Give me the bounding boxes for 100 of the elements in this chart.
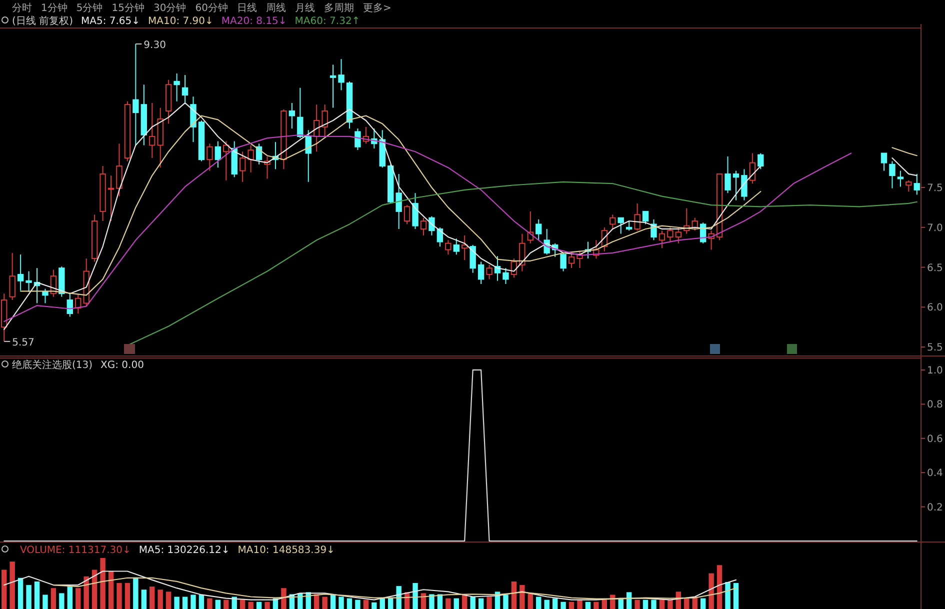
candlestick — [642, 210, 649, 225]
bar — [684, 598, 690, 609]
bar — [76, 588, 81, 609]
bar — [10, 562, 15, 609]
bar — [355, 600, 360, 609]
series-label: MA5: 130226.12↓ — [138, 545, 230, 556]
text: MA5: 7.65↓ — [80, 16, 140, 27]
bar — [182, 596, 188, 609]
bar — [594, 602, 599, 609]
candlestick — [322, 104, 328, 137]
candlestick — [396, 173, 402, 230]
candlestick — [223, 140, 230, 181]
bar — [338, 596, 344, 609]
candlestick — [568, 252, 575, 269]
bar — [668, 600, 673, 609]
text: 周线 — [266, 2, 286, 14]
y-tick-label: 0.2 — [927, 502, 943, 514]
bar — [207, 598, 212, 609]
candlestick — [758, 152, 764, 170]
bar — [511, 581, 517, 609]
bar — [174, 596, 180, 609]
text: 30分钟 — [153, 2, 186, 14]
y-tick-label: 1.0 — [927, 365, 943, 376]
bar — [725, 582, 730, 609]
candlestick — [478, 261, 484, 285]
bar — [34, 581, 40, 609]
bar — [733, 582, 739, 609]
y-tick-label: 0.6 — [927, 434, 943, 445]
candlestick — [536, 218, 542, 241]
candlestick — [248, 144, 254, 173]
bar — [568, 602, 574, 609]
y-tick-label: 7.5 — [927, 183, 943, 194]
candlestick — [42, 288, 48, 304]
text: MA10: 148583.39↓ — [238, 545, 335, 556]
candlestick — [519, 233, 526, 272]
bar — [552, 598, 558, 609]
candlestick — [174, 72, 180, 102]
bar — [478, 598, 484, 609]
candlestick — [880, 152, 888, 172]
candlestick — [667, 226, 674, 242]
text: 月线 — [294, 2, 315, 14]
bar — [124, 582, 130, 609]
text: 15分钟 — [112, 2, 144, 14]
y-tick-label: 5.5 — [927, 342, 943, 354]
candlestick — [486, 264, 492, 280]
candlestick — [190, 96, 196, 143]
bar — [429, 594, 434, 609]
bar — [198, 594, 204, 609]
bar — [503, 594, 508, 609]
text: MA20: 8.15↓ — [221, 16, 287, 27]
candlestick — [297, 87, 304, 139]
candlestick — [897, 170, 904, 188]
y-tick-label: 7.0 — [927, 222, 943, 234]
bar — [420, 593, 426, 609]
candlestick — [206, 143, 213, 172]
bar — [100, 558, 106, 609]
bar — [158, 590, 163, 609]
text: 更多> — [362, 2, 392, 14]
bar — [67, 586, 72, 609]
candlestick — [741, 168, 748, 201]
bar — [215, 600, 221, 609]
bar — [141, 590, 147, 609]
candlestick — [149, 102, 156, 158]
candlestick — [618, 217, 624, 234]
bar — [577, 600, 582, 609]
annotation: 5.57 — [12, 337, 34, 348]
candlestick — [17, 254, 24, 291]
bar — [708, 573, 714, 609]
candlestick — [675, 226, 682, 244]
y-tick-label: 6.0 — [927, 302, 943, 314]
candlestick — [610, 214, 616, 230]
y-tick-label: 0.4 — [927, 468, 943, 480]
bar — [50, 588, 56, 609]
bar — [454, 598, 459, 609]
bar — [346, 598, 352, 609]
bar — [659, 600, 665, 609]
y-tick-label: 6.5 — [927, 262, 943, 274]
y-tick-label: 0.8 — [927, 400, 943, 411]
candlestick — [502, 268, 509, 285]
bar — [642, 600, 648, 609]
bar — [84, 576, 89, 609]
candlestick — [914, 173, 920, 196]
candlestick — [626, 220, 632, 232]
bar — [26, 585, 32, 609]
bar — [133, 577, 138, 609]
candlestick — [906, 180, 912, 192]
candlestick — [214, 140, 222, 168]
bar — [462, 594, 468, 609]
candlestick — [724, 156, 731, 194]
bar — [446, 598, 451, 609]
bar — [59, 593, 64, 609]
text: MA60: 7.32↑ — [294, 16, 360, 27]
bar — [372, 602, 377, 609]
candlestick — [330, 64, 336, 108]
bar — [166, 592, 172, 609]
bar — [388, 598, 394, 609]
bar — [560, 602, 566, 609]
bar — [470, 596, 476, 609]
bar — [412, 582, 418, 609]
candlestick — [9, 252, 16, 300]
